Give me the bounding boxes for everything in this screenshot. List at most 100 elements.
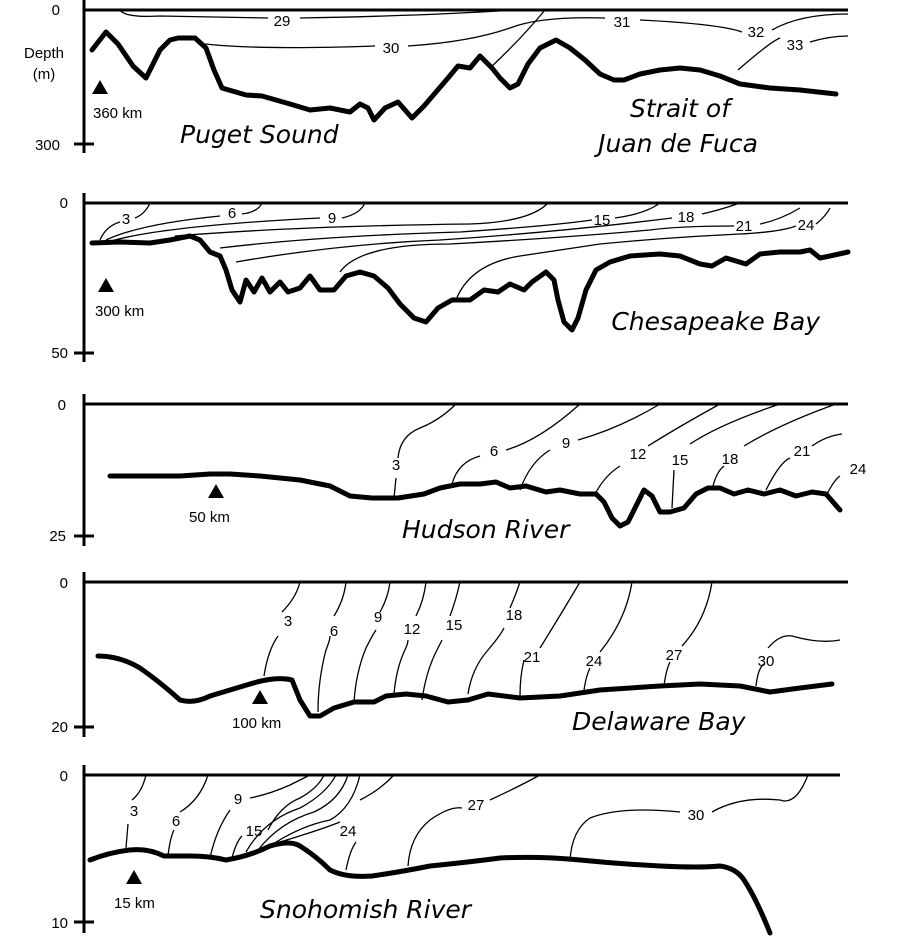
isohaline <box>569 809 681 861</box>
isohaline <box>451 455 481 485</box>
isohaline <box>737 37 781 71</box>
isohaline <box>407 17 606 47</box>
panel-name: Snohomish River <box>260 895 473 924</box>
bottom-profile <box>107 471 843 529</box>
isohaline-label: 9 <box>374 609 382 626</box>
isohaline-label: 3 <box>284 613 292 630</box>
isohaline-label: 18 <box>506 607 523 624</box>
panel-name-secondary: Strait of <box>630 94 733 123</box>
isohaline-label: 12 <box>404 621 421 638</box>
bottom-profile <box>89 29 839 123</box>
isohaline <box>771 13 849 31</box>
panel-name: Puget Sound <box>180 120 339 149</box>
isohaline <box>267 774 325 831</box>
panel-delaware-bay: 0 20 3 6 9 12 15 18 21 24 27 30 100 km <box>51 572 848 737</box>
panel-chesapeake-bay: 0 50 3 6 9 15 18 21 24 300 km Chesapeake… <box>51 193 851 362</box>
isohaline <box>689 403 781 445</box>
isohaline <box>179 774 209 813</box>
isohaline <box>765 457 791 491</box>
depth-bottom-label: 300 <box>35 137 60 154</box>
isohaline <box>219 219 593 249</box>
isohaline <box>467 627 505 695</box>
isohaline <box>257 774 349 851</box>
isohaline-label: 24 <box>340 823 357 840</box>
isohaline-label: 3 <box>392 457 400 474</box>
isohaline <box>711 774 809 813</box>
isohaline <box>701 202 741 215</box>
isohaline <box>204 43 376 49</box>
isohaline <box>415 581 427 617</box>
isohaline-label: 32 <box>748 24 765 41</box>
isohaline <box>509 581 521 609</box>
isohaline <box>809 35 849 43</box>
station-distance: 300 km <box>95 303 144 320</box>
isohaline <box>345 841 357 871</box>
isohaline-label: 18 <box>722 451 739 468</box>
isohaline <box>614 202 661 219</box>
isohaline <box>167 829 175 857</box>
station-marker-icon <box>126 870 142 884</box>
isohaline-label: 6 <box>172 813 180 830</box>
isohaline <box>681 581 713 647</box>
station-marker-icon <box>98 278 114 292</box>
isohaline <box>299 9 516 19</box>
isohaline <box>811 433 843 447</box>
panel-hudson-river: 0 25 3 6 9 12 15 18 21 24 50 km Hudson R… <box>49 394 866 546</box>
station-marker-icon <box>252 690 268 704</box>
isohaline-label: 3 <box>122 211 130 228</box>
panel-snohomish-river: 0 10 3 6 9 15 24 27 30 15 km Snohomish R… <box>51 765 840 936</box>
isohaline-label: 29 <box>274 13 291 30</box>
isohaline <box>235 217 673 263</box>
isohaline <box>539 581 581 649</box>
isohaline-label: 6 <box>228 205 236 222</box>
isohaline <box>519 659 525 697</box>
isohaline <box>397 403 457 459</box>
isohaline <box>639 19 743 33</box>
isohaline <box>341 202 366 219</box>
isohaline <box>505 403 581 451</box>
isohaline <box>131 774 147 801</box>
isohaline-label: 12 <box>630 446 647 463</box>
isohaline <box>333 581 347 617</box>
isohaline-label: 18 <box>678 209 695 226</box>
isohaline <box>281 581 301 613</box>
isohaline-label: 6 <box>330 623 338 640</box>
depth-top-label: 0 <box>52 2 60 19</box>
isohaline <box>231 835 243 859</box>
isohaline <box>99 221 121 241</box>
isohaline <box>209 809 231 859</box>
isohaline <box>671 469 675 509</box>
isohaline <box>421 639 443 701</box>
isohaline-label: 21 <box>736 218 753 235</box>
station-distance: 50 km <box>189 509 230 526</box>
isohaline <box>269 774 361 847</box>
isohaline-label: 24 <box>850 461 867 478</box>
isohaline-label: 30 <box>758 653 775 670</box>
isohaline <box>599 225 797 245</box>
isohaline <box>815 207 831 225</box>
station-distance: 100 km <box>232 715 281 732</box>
isohaline-label: 15 <box>594 212 611 229</box>
depth-bottom-label: 20 <box>51 719 68 736</box>
isohaline-label: 15 <box>246 823 263 840</box>
isohaline <box>105 215 221 241</box>
isohaline-label: 9 <box>234 791 242 808</box>
isohaline <box>663 661 671 687</box>
depth-top-label: 0 <box>60 768 68 785</box>
station-marker-icon <box>92 80 108 94</box>
isohaline <box>119 9 269 19</box>
isohaline <box>393 639 409 695</box>
isohaline-label: 15 <box>446 617 463 634</box>
isohaline <box>393 477 397 499</box>
isohaline <box>134 202 151 219</box>
isohaline-label: 9 <box>562 435 570 452</box>
isohaline-label: 3 <box>130 803 138 820</box>
depth-bottom-label: 10 <box>51 915 68 932</box>
isohaline <box>245 774 337 853</box>
depth-top-label: 0 <box>60 575 68 592</box>
isohaline <box>359 774 395 801</box>
depth-bottom-label: 50 <box>51 345 68 362</box>
isohaline-label: 15 <box>672 452 689 469</box>
isohaline <box>249 774 311 799</box>
